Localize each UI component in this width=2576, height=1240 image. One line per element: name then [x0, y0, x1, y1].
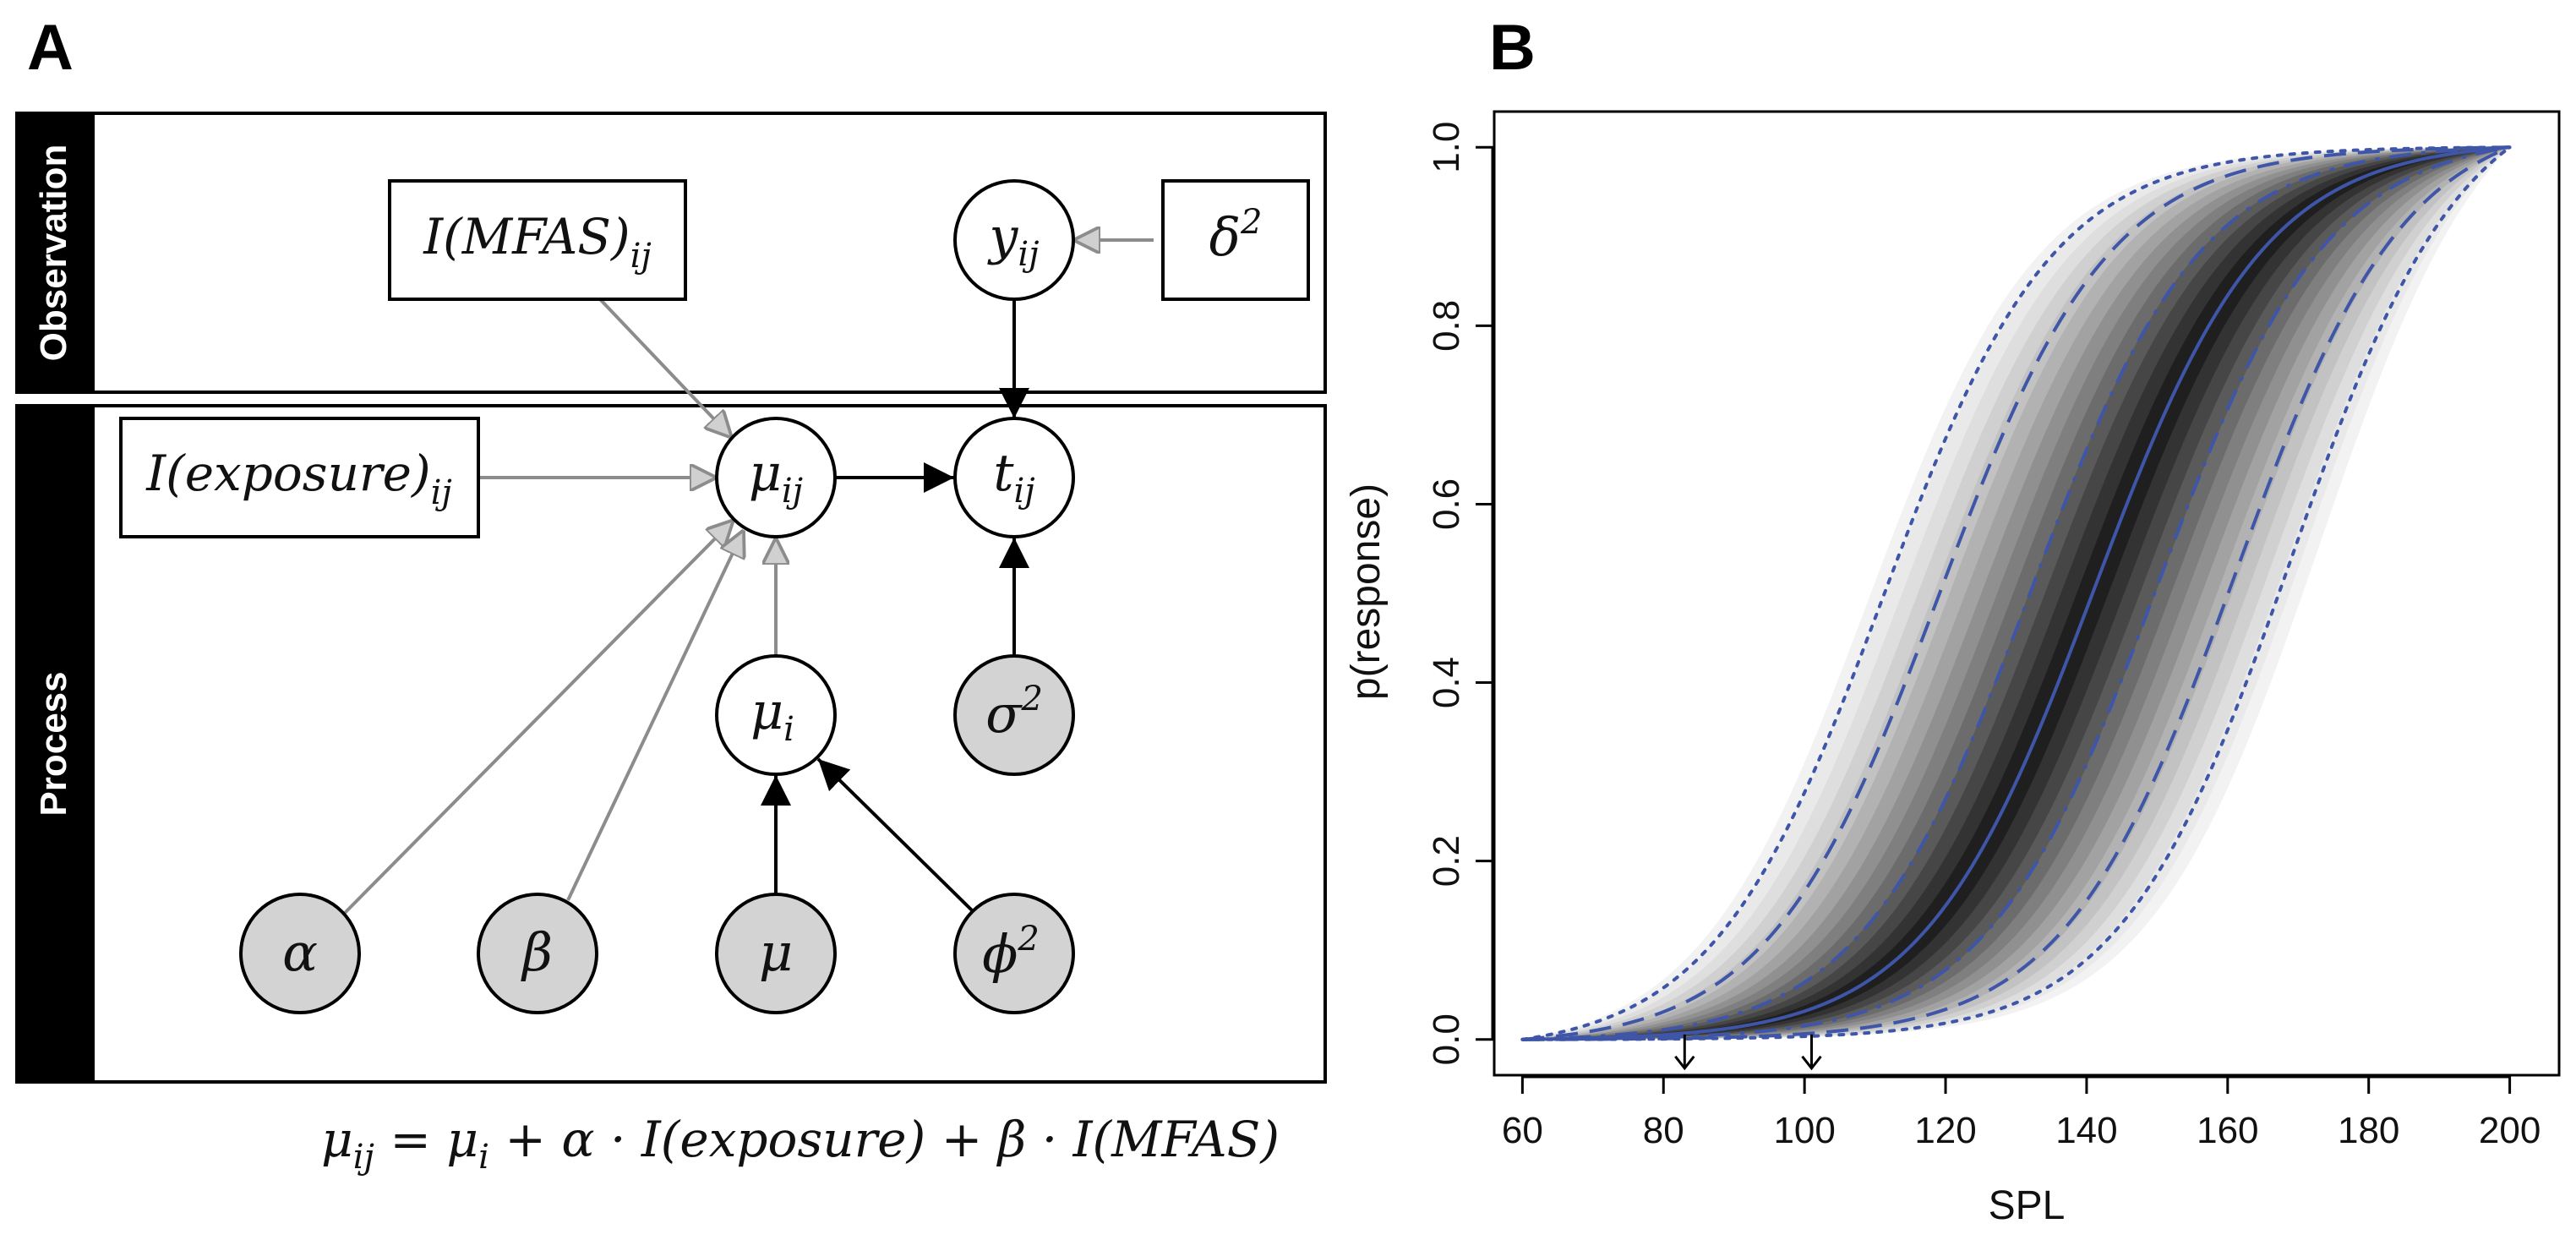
node-alpha: α — [239, 893, 361, 1014]
node-y-sub: ij — [1018, 235, 1039, 274]
node-mfas-sub: ij — [630, 237, 652, 276]
node-sigma-sup: 2 — [1020, 680, 1042, 718]
eq-lhs-sub: ij — [353, 1138, 374, 1177]
x-tick-label: 100 — [1773, 1110, 1835, 1151]
node-exposure: I(exposure)ij — [119, 417, 480, 538]
density-band — [1522, 147, 2510, 1040]
node-t-base: t — [993, 444, 1014, 503]
node-beta: β — [477, 893, 598, 1014]
x-tick-label: 120 — [1914, 1110, 1976, 1151]
node-t-sub: ij — [1013, 472, 1034, 511]
node-mu-i-base: μ — [750, 682, 783, 741]
node-mu-base: μ — [759, 921, 793, 983]
y-tick-label: 0.8 — [1426, 300, 1467, 352]
x-tick-label: 180 — [2338, 1110, 2399, 1151]
svg-text:tij: tij — [993, 444, 1034, 511]
x-tick-label: 80 — [1643, 1110, 1684, 1151]
panel-a: A Observation Process I(MFAS)ij — [15, 12, 1327, 1177]
equation: μij = μi + α · I(exposure) + β · I(MFAS) — [321, 1111, 1280, 1177]
curve-solid — [1522, 145, 2510, 1041]
curve-dashdot — [1522, 145, 2510, 1041]
node-t: tij — [953, 417, 1075, 538]
edge-mfas-to-mu-ij — [598, 298, 732, 438]
svg-text:μi: μi — [750, 682, 794, 749]
response-curve-plot: 60 80 100 120 140 160 180 200 0.0 0.2 0.4 0.6 0.8 1.… — [1344, 110, 2561, 1228]
observation-band — [17, 113, 95, 392]
node-mfas: I(MFAS)ij — [388, 179, 687, 301]
node-delta-base: δ — [1209, 206, 1241, 268]
observation-label: Observation — [33, 145, 74, 362]
curve-dashed — [1522, 145, 2510, 1041]
x-tick-label: 60 — [1502, 1110, 1543, 1151]
node-y-base: y — [986, 207, 1018, 266]
y-axis: 0.0 0.2 0.4 0.6 0.8 1.0 — [1426, 122, 1494, 1065]
panel-a-letter: A — [27, 12, 74, 84]
svg-text:σ2: σ2 — [985, 680, 1043, 745]
eq-equals: = — [374, 1111, 446, 1168]
node-phi-sup: 2 — [1017, 920, 1039, 959]
curve-dashdot — [1522, 145, 2510, 1041]
node-phi-base: ϕ — [982, 923, 1018, 985]
edges — [343, 240, 1154, 915]
y-tick-label: 0.4 — [1426, 657, 1467, 708]
plot-frame — [1493, 110, 2561, 1077]
curve-dotted — [1520, 145, 2512, 1041]
threshold-arrow-head — [1801, 1055, 1822, 1071]
svg-text:yij: yij — [986, 207, 1039, 274]
y-tick-label: 0.6 — [1426, 478, 1467, 530]
process-band — [17, 406, 95, 1082]
panel-b: B 60 80 100 120 140 160 180 200 0.0 0.2 0.4 0.6 0.8… — [1344, 12, 2561, 1228]
node-alpha-base: α — [282, 921, 318, 983]
svg-text:I(MFAS)ij: I(MFAS)ij — [423, 208, 652, 276]
node-mu-ij: μij — [715, 417, 837, 538]
density-band-layer — [1522, 147, 2510, 1040]
eq-lhs-base: μ — [321, 1111, 353, 1168]
node-phi: ϕ2 — [953, 893, 1075, 1014]
node-exposure-sub: ij — [431, 473, 452, 512]
x-tick-label: 160 — [2197, 1110, 2258, 1151]
x-tick-label: 140 — [2055, 1110, 2117, 1151]
node-mu-ij-base: μ — [749, 444, 782, 503]
node-mu-ij-sub: ij — [782, 472, 803, 511]
x-tick-label: 200 — [2479, 1110, 2541, 1151]
svg-text:μij: μij — [749, 444, 803, 511]
node-y: yij — [953, 179, 1075, 301]
eq-mui-sub: i — [478, 1138, 489, 1177]
node-delta-sup: 2 — [1240, 203, 1262, 242]
edge-phi-to-mu-i — [816, 757, 974, 912]
y-axis-label: p(response) — [1344, 483, 1389, 700]
y-tick-label: 0.0 — [1426, 1013, 1467, 1065]
node-mu-i: μi — [715, 654, 837, 776]
node-exposure-base: I(exposure) — [145, 445, 430, 502]
curve-dashed — [1522, 145, 2511, 1041]
node-delta: δ2 — [1161, 179, 1310, 301]
curve-dotted — [1520, 145, 2512, 1041]
svg-text:ϕ2: ϕ2 — [982, 920, 1040, 985]
x-axis: 60 80 100 120 140 160 180 200 — [1502, 1075, 2541, 1151]
edge-beta-to-mu-ij — [566, 530, 744, 901]
svg-text:δ2: δ2 — [1209, 203, 1263, 268]
y-tick-label: 1.0 — [1426, 122, 1467, 173]
eq-rest: + α · I(exposure) + β · I(MFAS) — [489, 1111, 1280, 1168]
y-tick-label: 0.2 — [1426, 835, 1467, 887]
density-band-layer — [1522, 147, 2510, 1040]
x-axis-label: SPL — [1989, 1183, 2066, 1228]
eq-mui-base: μ — [446, 1111, 478, 1168]
process-box — [15, 404, 1327, 1084]
node-beta-base: β — [521, 921, 553, 983]
panel-b-letter: B — [1489, 12, 1536, 84]
edge-alpha-to-mu-ij — [343, 520, 734, 915]
node-mfas-base: I(MFAS) — [423, 208, 630, 265]
svg-text:I(exposure)ij: I(exposure)ij — [145, 445, 452, 512]
curves — [1520, 145, 2512, 1041]
node-mu-i-sub: i — [783, 710, 794, 749]
threshold-arrow-head — [1674, 1055, 1695, 1071]
node-sigma-base: σ — [985, 683, 1023, 745]
node-sigma: σ2 — [953, 654, 1075, 776]
node-mu: μ — [715, 893, 837, 1014]
process-label: Process — [33, 671, 74, 816]
threshold-arrows — [1674, 1034, 1822, 1071]
